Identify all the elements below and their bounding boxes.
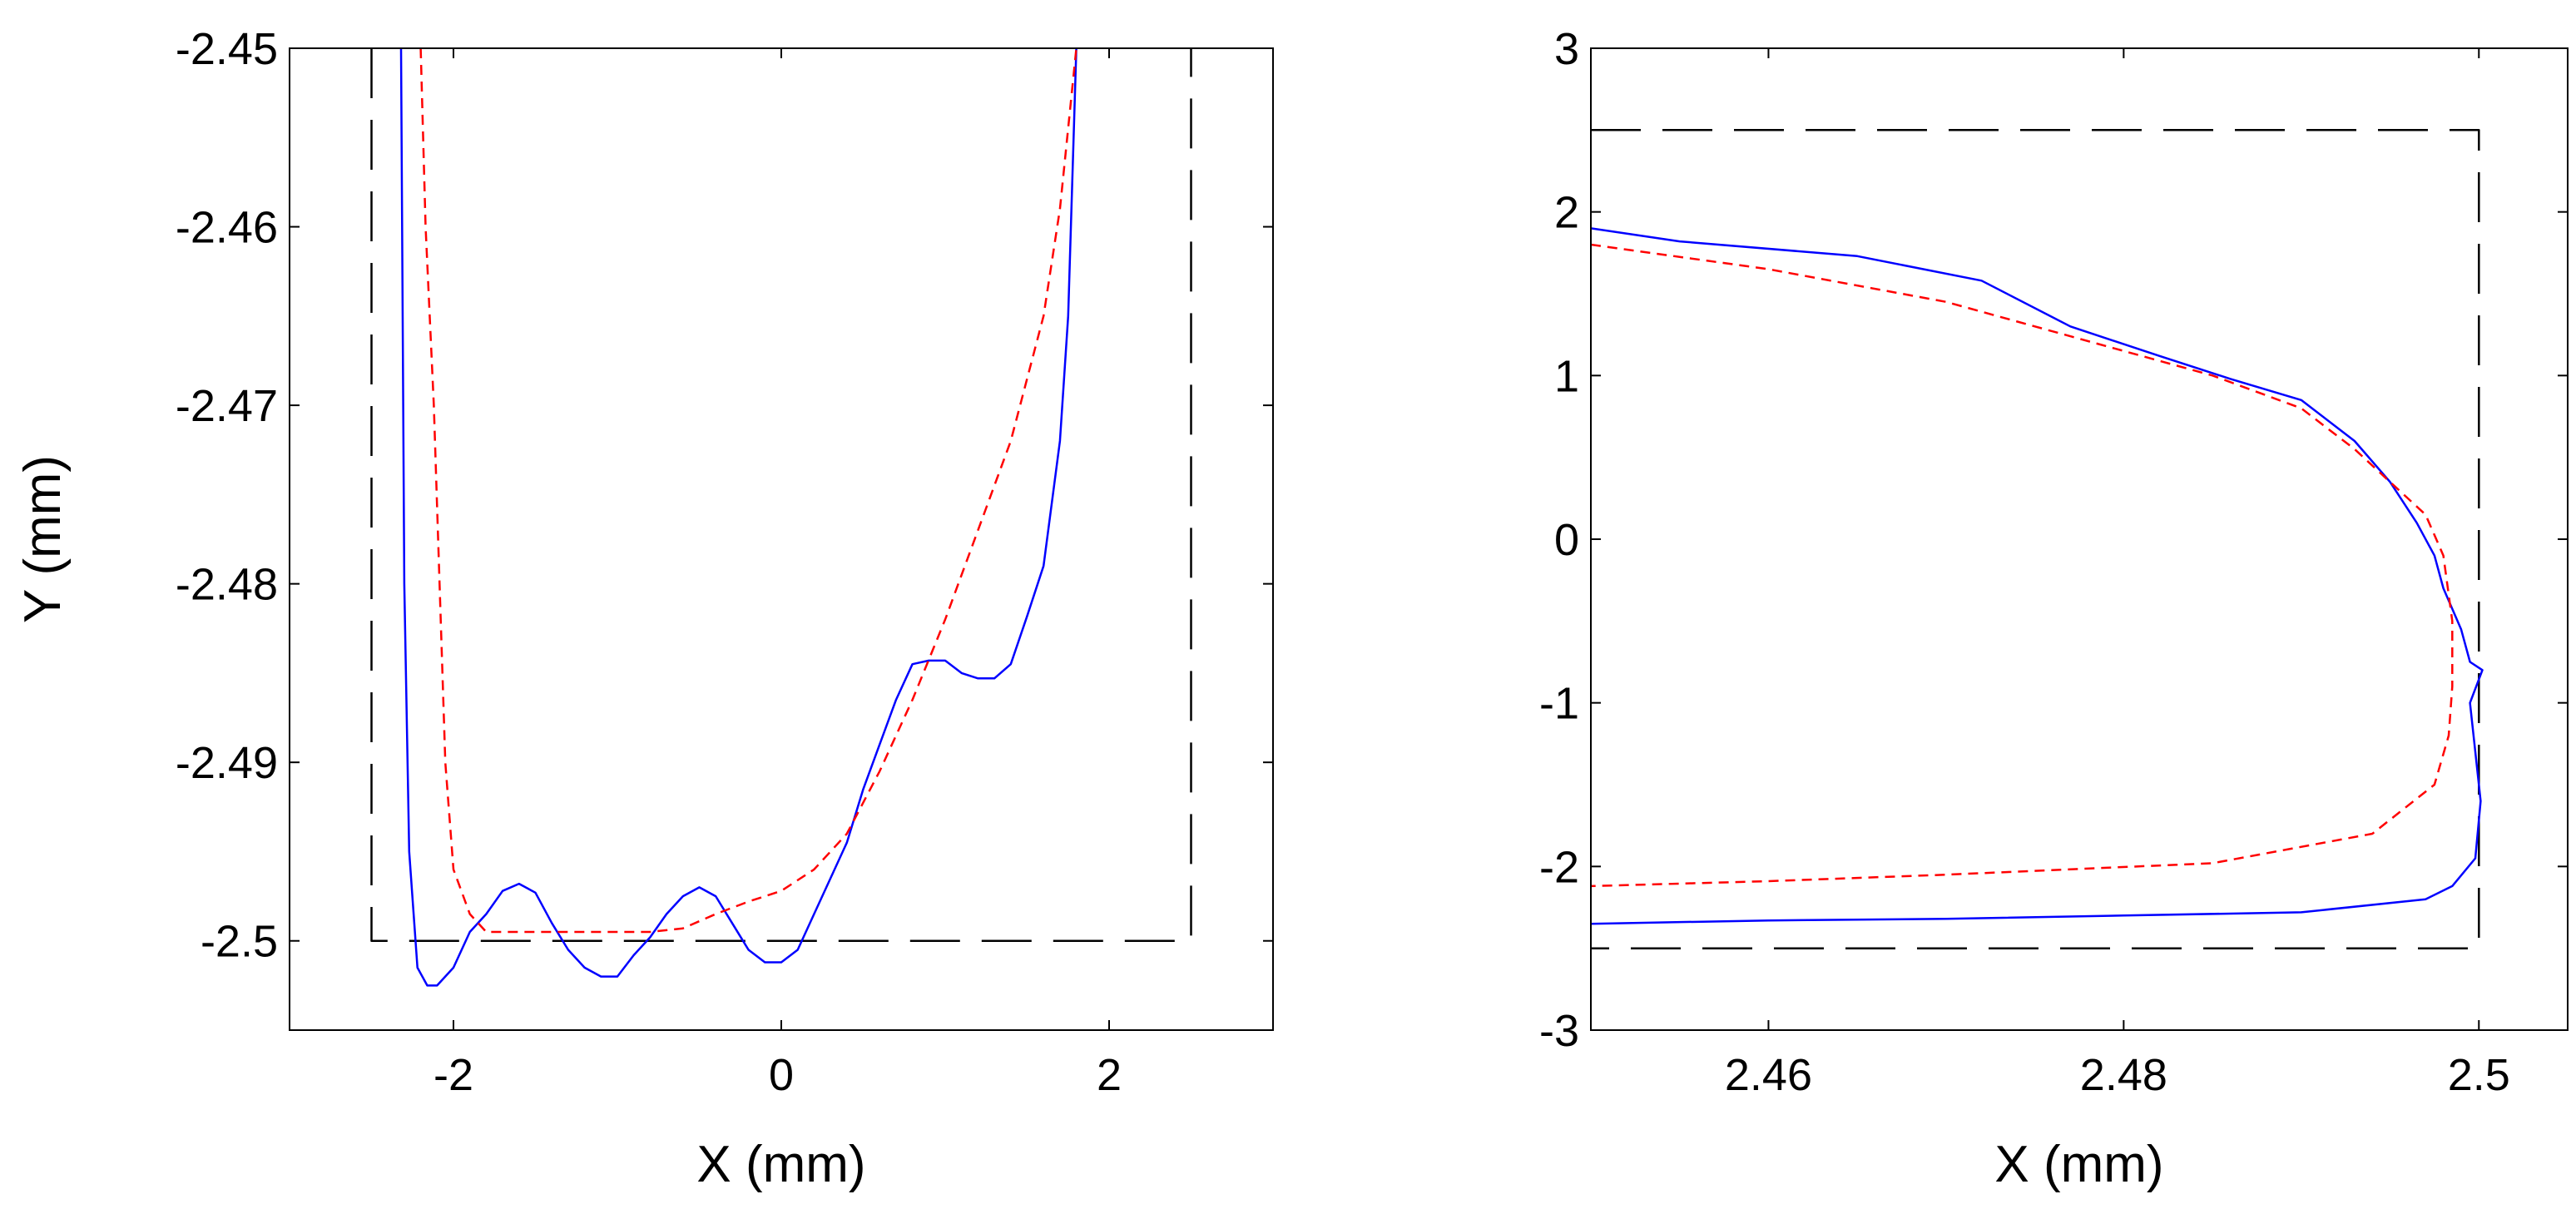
y-tick-label: 0 — [1554, 515, 1579, 565]
y-tick-label: -2.49 — [176, 738, 278, 788]
series-line-simulated-profile — [419, 48, 1077, 934]
x-tick-label: -2 — [433, 1050, 473, 1100]
series-line-measured-profile — [1591, 227, 2484, 925]
series-line-measured-profile — [399, 48, 1077, 987]
y-tick-label: -3 — [1539, 1006, 1579, 1056]
x-tick-label: 2.46 — [1725, 1050, 1812, 1100]
x-tick-label: 2 — [1097, 1050, 1122, 1100]
series-line-simulated-profile — [1591, 243, 2454, 888]
axes-frame — [289, 47, 1274, 1031]
series-line-reference-boundary — [370, 48, 1192, 942]
y-tick-label: -1 — [1539, 679, 1579, 729]
left-plot: -2 0 2 -2.5 -2.49 -2.48 -2.47 -2.46 -2.45 X (mm) Y… — [14, 24, 1274, 1193]
x-tick-label: 2.5 — [2448, 1050, 2510, 1100]
y-tick-label: 1 — [1554, 351, 1579, 401]
y-axis-label: Y (mm) — [14, 455, 72, 623]
y-tick-label: 3 — [1554, 24, 1579, 74]
y-tick-label: -2.45 — [176, 24, 278, 74]
right-plot: 2.46 2.48 2.5 3 2 1 0 -1 -2 -3 X (mm) — [1539, 24, 2569, 1193]
series-group — [1591, 129, 2484, 949]
y-tick-label: -2.48 — [176, 560, 278, 610]
y-tick-label: -2 — [1539, 842, 1579, 892]
y-tick-label: -2.5 — [201, 917, 278, 967]
x-axis-label: X (mm) — [1994, 1136, 2163, 1193]
y-tick-label: -2.47 — [176, 381, 278, 431]
x-axis-label: X (mm) — [696, 1136, 865, 1193]
x-tick-label: 2.48 — [2080, 1050, 2167, 1100]
series-line-reference-boundary — [1591, 129, 2480, 949]
y-tick-label: 2 — [1554, 188, 1579, 238]
x-tick-label: 0 — [769, 1050, 794, 1100]
series-group — [370, 48, 1192, 987]
y-tick-label: -2.46 — [176, 203, 278, 253]
